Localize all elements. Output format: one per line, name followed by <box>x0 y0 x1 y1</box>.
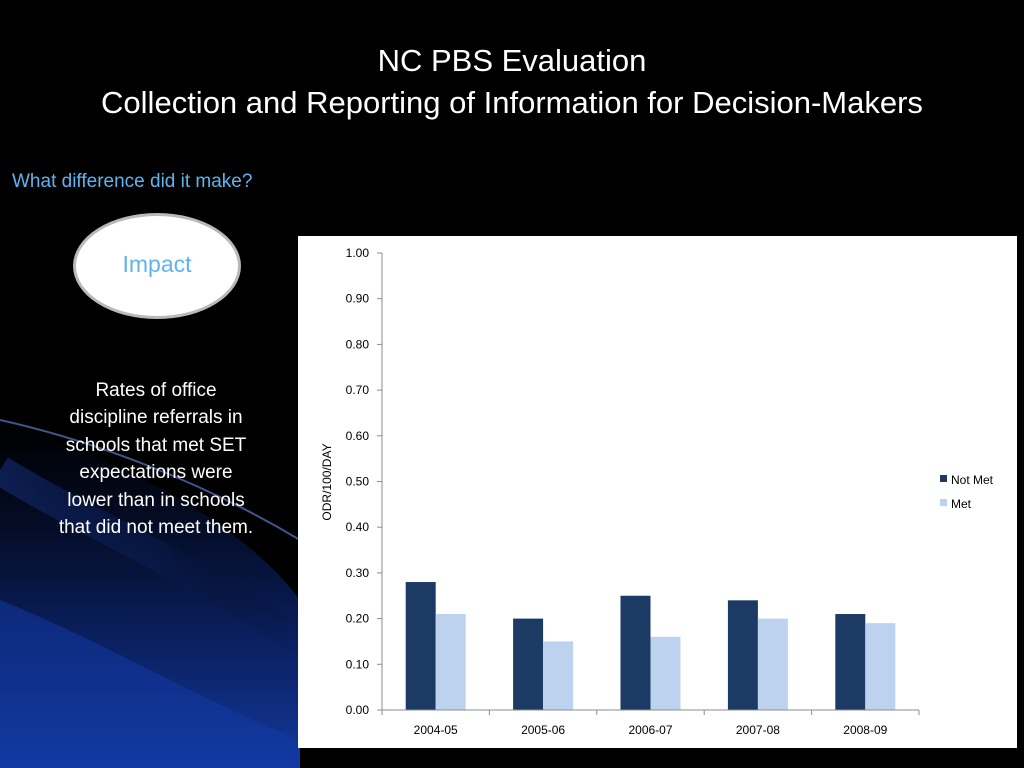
bar-met <box>650 636 681 710</box>
y-tick-label: 0.60 <box>346 429 370 443</box>
bar-met <box>435 614 466 710</box>
y-tick-label: 0.80 <box>346 337 370 351</box>
bar-not-met <box>620 595 651 710</box>
bar-met <box>543 641 574 710</box>
impact-oval: Impact <box>73 213 241 319</box>
y-tick-label: 0.40 <box>346 520 370 534</box>
finding-text: Rates of office discipline referrals in … <box>58 380 254 539</box>
bar-not-met <box>405 582 436 710</box>
bar-not-met <box>513 618 544 710</box>
y-tick-label: 0.10 <box>346 657 370 671</box>
legend: Not Met Met <box>940 473 994 511</box>
slide-title: NC PBS Evaluation Collection and Reporti… <box>0 40 1024 124</box>
title-line-1: NC PBS Evaluation <box>377 43 647 78</box>
x-tick-label: 2005-06 <box>521 723 565 737</box>
bar-met <box>865 623 896 710</box>
chart-panel: 0.00 0.10 0.20 0.30 0.40 0.50 0.60 0.70 0.80 0.90… <box>298 236 1017 748</box>
y-tick-label: 0.70 <box>346 383 370 397</box>
x-tick-label: 2008-09 <box>843 723 887 737</box>
bar-not-met <box>835 614 866 710</box>
x-tick-label: 2007-08 <box>736 723 780 737</box>
bars <box>405 582 896 710</box>
x-tick-label: 2006-07 <box>628 723 672 737</box>
impact-label: Impact <box>122 250 192 277</box>
legend-swatch <box>940 499 947 506</box>
x-tick-label: 2004-05 <box>414 723 458 737</box>
x-axis: 2004-05 2005-06 2006-07 2007-08 2008-09 <box>381 709 920 737</box>
y-tick-label: 0.90 <box>346 292 370 306</box>
title-line-2: Collection and Reporting of Information … <box>101 85 923 120</box>
y-axis: 0.00 0.10 0.20 0.30 0.40 0.50 0.60 0.70 0.80 0.90… <box>346 246 383 717</box>
y-tick-label: 0.50 <box>346 475 370 489</box>
bar-not-met <box>727 600 758 710</box>
legend-label: Met <box>951 497 972 511</box>
legend-label: Not Met <box>951 473 994 487</box>
y-tick-label: 0.30 <box>346 566 370 580</box>
bar-met <box>757 618 788 710</box>
y-tick-label: 0.20 <box>346 612 370 626</box>
legend-swatch <box>940 475 947 482</box>
question-text: What difference did it make? <box>12 171 253 192</box>
y-tick-label: 0.00 <box>346 703 370 717</box>
bar-chart: 0.00 0.10 0.20 0.30 0.40 0.50 0.60 0.70 0.80 0.90… <box>320 246 994 737</box>
y-tick-label: 1.00 <box>346 246 370 260</box>
y-axis-label: ODR/100/DAY <box>320 443 334 520</box>
